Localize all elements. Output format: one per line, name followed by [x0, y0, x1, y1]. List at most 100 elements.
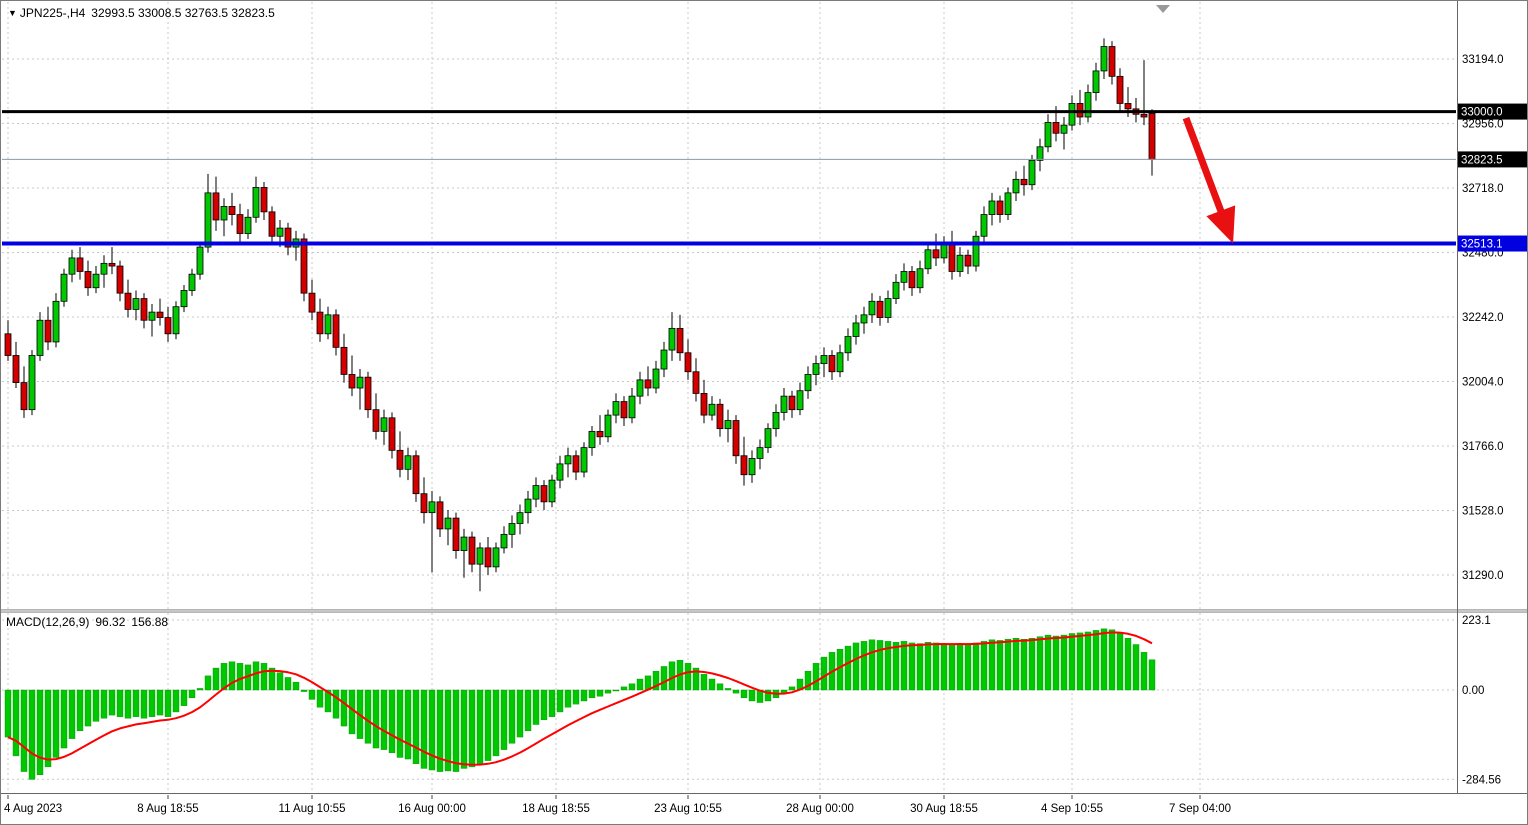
- candle-body: [500, 533, 508, 549]
- macd-indicator-name: MACD(12,26,9): [6, 615, 90, 629]
- macd-histogram-bar: [924, 642, 932, 691]
- candle-body: [612, 401, 620, 416]
- macd-histogram-bar: [1092, 630, 1100, 691]
- candle-body: [332, 314, 340, 348]
- candle-body: [44, 319, 52, 343]
- macd-histogram-bar: [196, 688, 204, 691]
- macd-histogram-bar: [964, 644, 972, 691]
- candle-body: [716, 403, 724, 430]
- symbol-dropdown-icon[interactable]: ▼: [8, 8, 17, 18]
- candle-body: [652, 368, 660, 389]
- candle-body: [908, 271, 916, 289]
- candle-body: [4, 333, 12, 356]
- candle-body: [1044, 122, 1052, 148]
- price-tick-label: 32718.0: [1462, 183, 1504, 195]
- macd-histogram-bar: [220, 663, 228, 691]
- candle-body: [108, 262, 116, 267]
- macd-histogram-bar: [92, 689, 100, 722]
- macd-histogram-bar: [708, 678, 716, 691]
- macd-histogram-bar: [44, 689, 52, 768]
- candle-body: [868, 300, 876, 316]
- candle-body: [772, 411, 780, 430]
- macd-histogram-bar: [388, 689, 396, 753]
- candle-body: [76, 257, 84, 272]
- macd-histogram-bar: [732, 689, 740, 694]
- time-tick-label: 16 Aug 00:00: [398, 803, 466, 815]
- candle-body: [756, 447, 764, 459]
- candle-body: [1140, 113, 1148, 118]
- macd-histogram-bar: [532, 689, 540, 725]
- macd-histogram-bar: [84, 689, 92, 727]
- candle-body: [852, 322, 860, 337]
- candle-body: [972, 235, 980, 267]
- macd-histogram-bar: [652, 670, 660, 691]
- candle-body: [660, 349, 668, 370]
- macd-histogram-bar: [572, 689, 580, 705]
- macd-histogram-bar: [460, 689, 468, 769]
- candle-body: [1124, 103, 1132, 110]
- candle-body: [876, 300, 884, 318]
- macd-histogram-bar: [404, 689, 412, 760]
- ohlc-readout: 32993.5 33008.5 32763.5 32823.5: [91, 6, 275, 20]
- candle-body: [236, 214, 244, 234]
- candle-body: [548, 479, 556, 503]
- macd-histogram-bar: [548, 689, 556, 717]
- candle-body: [740, 455, 748, 476]
- price-tick-label: 32956.0: [1462, 119, 1504, 131]
- macd-value: 96.32: [95, 615, 126, 629]
- macd-histogram-bar: [1100, 628, 1108, 691]
- macd-histogram-bar: [740, 689, 748, 699]
- panel-separator[interactable]: [0, 609, 1528, 613]
- macd-panel[interactable]: [4, 628, 1156, 780]
- macd-histogram-bar: [340, 689, 348, 727]
- macd-histogram-bar: [124, 689, 132, 719]
- macd-histogram-bar: [1012, 638, 1020, 691]
- macd-histogram-bar: [412, 689, 420, 764]
- macd-histogram-bar: [724, 688, 732, 691]
- macd-histogram-bar: [748, 689, 756, 702]
- macd-histogram-bar: [892, 642, 900, 691]
- candle-body: [316, 311, 324, 335]
- macd-histogram-bar: [932, 642, 940, 691]
- candle-body: [1100, 46, 1108, 72]
- candle-body: [556, 463, 564, 481]
- macd-histogram-bar: [164, 689, 172, 717]
- macd-histogram-bar: [620, 686, 628, 691]
- macd-histogram-bar: [916, 643, 924, 691]
- candle-body: [980, 214, 988, 237]
- candle-body: [692, 371, 700, 394]
- candle-body: [956, 254, 964, 272]
- macd-histogram-bar: [324, 689, 332, 713]
- macd-histogram-bar: [28, 689, 36, 780]
- price-badge: [1458, 235, 1528, 252]
- chart-shift-marker-icon: [1156, 5, 1170, 13]
- macd-histogram-bar: [276, 672, 284, 691]
- candle-body: [156, 311, 164, 318]
- candle-body: [12, 355, 20, 383]
- candle-body: [948, 243, 956, 272]
- candle-body: [164, 317, 172, 335]
- candle-body: [124, 292, 132, 310]
- trend-arrow[interactable]: [1182, 116, 1236, 244]
- candle-body: [428, 501, 436, 514]
- macd-histogram-bar: [436, 689, 444, 772]
- macd-histogram-bar: [116, 689, 124, 717]
- candle-body: [932, 249, 940, 259]
- macd-histogram-bar: [876, 640, 884, 691]
- macd-histogram-bar: [180, 689, 188, 706]
- candle-body: [476, 547, 484, 565]
- candle-body: [516, 512, 524, 524]
- candle-body: [172, 306, 180, 335]
- macd-histogram-bar: [4, 689, 12, 738]
- macd-tick-label: 223.1: [1462, 615, 1491, 627]
- macd-histogram-bar: [972, 642, 980, 691]
- axes-layer[interactable]: 33194.032956.032718.032480.032242.032004…: [4, 54, 1528, 815]
- candle-body: [1020, 178, 1028, 186]
- macd-histogram-bar: [788, 686, 796, 691]
- candle-body: [196, 246, 204, 275]
- macd-histogram-bar: [500, 689, 508, 750]
- candle-body: [20, 382, 28, 411]
